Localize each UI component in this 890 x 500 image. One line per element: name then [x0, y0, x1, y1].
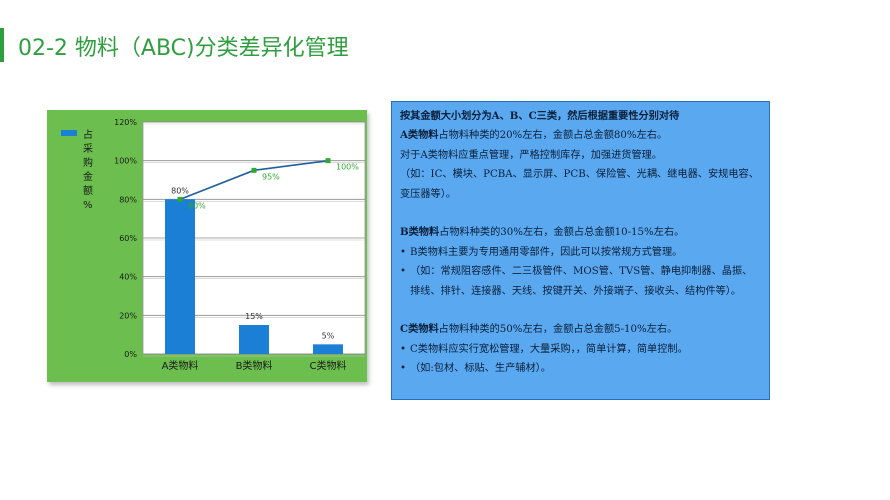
x-tick-label: C类物料 — [310, 359, 347, 372]
line-marker — [325, 158, 331, 164]
abc-description-panel: 按其金额大小划分为A、B、C三类，然后根据重要性分别对待 A类物料占物料种类的2… — [391, 101, 770, 400]
a-text-2: （如：IC、模块、PCBA、显示屏、PCB、保险管、光耦、继电器、安规电容、变压… — [400, 169, 759, 200]
b-summary: B类物料占物料种类的30%左右，金额占总金额10-15%左右。 — [400, 223, 761, 242]
line-marker — [177, 196, 183, 202]
b-title: B类物料 — [400, 226, 440, 239]
y-tick-label: 60% — [119, 234, 137, 243]
legend-label-char: 占 — [83, 128, 93, 141]
b-bullet-1-text: B类物料主要为专用通用零部件，因此可以按常规方式管理。 — [410, 246, 683, 258]
legend-label-char: 额 — [83, 184, 93, 197]
b-bullet-2: • （如：常规阻容感件、二三极管件、MOS管、TVS管、静电抑制器、晶振、排线、排… — [400, 262, 761, 301]
legend-label-char: 金 — [83, 170, 93, 183]
bullet-dot: • — [400, 246, 407, 258]
page-title: 02-2 物料（ABC)分类差异化管理 — [18, 36, 349, 61]
a-text-1: 对于A类物料应重点管理，严格控制库存，加强进货管理。 — [400, 149, 663, 161]
abc-chart-panel: 0% 20% 40% 60% 80% 100% 120% 80% 15% 5% A类物料 B类物料 C类… — [47, 110, 367, 382]
c-bullet-1: • C类物料应实行宽松管理，大量采购，，简单计算，简单控制。 — [400, 340, 761, 359]
panel-heading: 按其金额大小划分为A、B、C三类，然后根据重要性分别对待 — [400, 110, 680, 122]
bar — [313, 344, 343, 354]
c-line: 占物料种类的50%左右，金额占总金额5-10%左右。 — [438, 324, 678, 336]
bar-data-label: 80% — [171, 186, 189, 195]
y-tick-label: 100% — [114, 157, 137, 166]
x-tick-label: B类物料 — [236, 359, 273, 372]
y-tick-label: 40% — [119, 273, 137, 282]
b-line: 占物料种类的30%左右，金额占总金额10-15%左右。 — [439, 227, 685, 239]
line-data-label: 80% — [188, 201, 206, 210]
x-tick-label: A类物料 — [162, 359, 199, 372]
c-bullet-2: • （如:包材、标贴、生产辅材）。 — [400, 359, 761, 378]
y-tick-label: 80% — [119, 195, 137, 204]
y-tick-label: 20% — [119, 311, 137, 320]
y-tick-label: 120% — [114, 118, 137, 127]
a-title: A类物料 — [400, 129, 439, 142]
legend-label-char: 采 — [83, 143, 93, 155]
line-data-label: 100% — [336, 163, 359, 172]
bullet-dot: • — [400, 266, 407, 278]
c-title: C类物料 — [400, 323, 439, 336]
line-data-label: 95% — [262, 172, 280, 181]
bullet-dot: • — [400, 363, 407, 375]
a-line: 占物料种类的20%左右，金额占总金额80%左右。 — [438, 130, 668, 142]
bar — [239, 325, 269, 354]
b-bullet-1: • B类物料主要为专用通用零部件，因此可以按常规方式管理。 — [400, 243, 761, 262]
b-bullet-2-text: （如：常规阻容感件、二三极管件、MOS管、TVS管、静电抑制器、晶振、排线、排针… — [410, 266, 753, 297]
title-accent-bar — [0, 28, 4, 62]
c-summary: C类物料占物料种类的50%左右，金额占总金额5-10%左右。 — [400, 320, 761, 339]
c-bullet-2-text: （如:包材、标贴、生产辅材）。 — [410, 363, 551, 375]
line-marker — [251, 167, 257, 173]
abc-chart: 0% 20% 40% 60% 80% 100% 120% 80% 15% 5% A类物料 B类物料 C类… — [61, 118, 366, 372]
bar — [165, 199, 195, 354]
y-tick-label: 0% — [124, 350, 137, 359]
legend-label-char: 购 — [83, 156, 93, 169]
c-bullet-1-text: C类物料应实行宽松管理，大量采购，，简单计算，简单控制。 — [410, 343, 688, 355]
bar-data-label: 15% — [245, 312, 263, 321]
bar-data-label: 5% — [322, 331, 335, 340]
a-summary: A类物料占物料种类的20%左右，金额占总金额80%左右。 — [400, 126, 761, 145]
legend-label-char: % — [83, 200, 93, 211]
legend-swatch — [61, 130, 77, 136]
bullet-dot: • — [400, 343, 407, 355]
